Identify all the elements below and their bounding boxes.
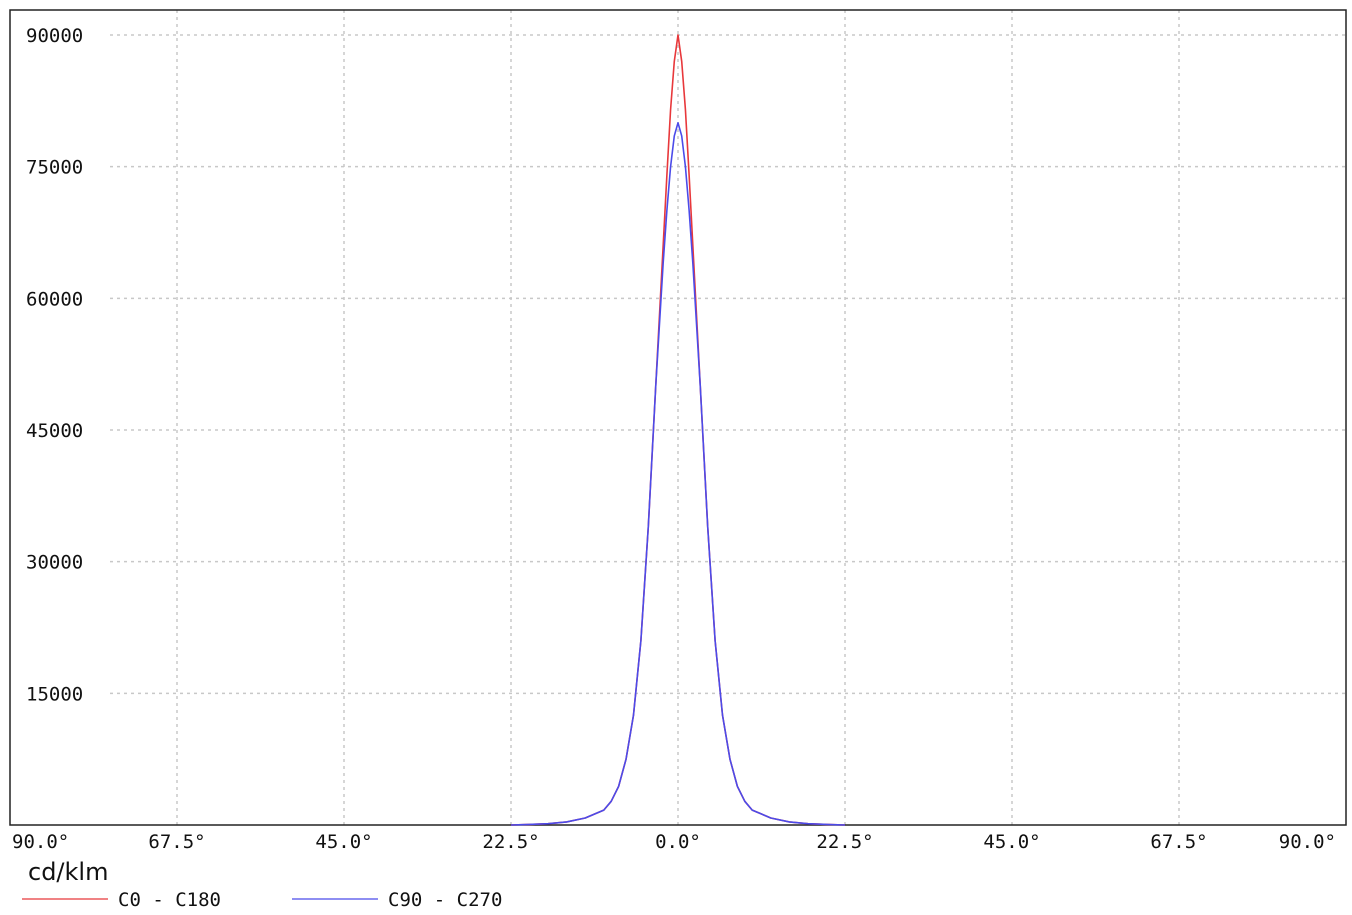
y-tick-label: 45000 [26, 420, 83, 442]
y-tick-label: 15000 [26, 683, 83, 705]
x-tick-label: 22.5° [816, 831, 873, 853]
x-tick-label: 67.5° [1150, 831, 1207, 853]
plot-frame [9, 9, 1347, 826]
x-tick-label: 0.0° [655, 831, 701, 853]
x-tick-label: 67.5° [148, 831, 205, 853]
x-tick-label: 22.5° [482, 831, 539, 853]
y-tick-label: 75000 [26, 157, 83, 179]
y-tick-label: 60000 [26, 288, 83, 310]
x-tick-label: 90.0° [12, 831, 69, 853]
grid-lines [110, 10, 1346, 825]
legend-label-c90-c270: C90 - C270 [388, 889, 502, 911]
unit-label: cd/klm [28, 858, 108, 886]
y-axis-tick-labels: 15000 30000 45000 60000 75000 90000 [26, 25, 83, 705]
legend: C0 - C180 C90 - C270 [22, 889, 502, 911]
legend-label-c0-c180: C0 - C180 [118, 889, 221, 911]
y-tick-label: 90000 [26, 25, 83, 47]
x-tick-label: 45.0° [315, 831, 372, 853]
series-line-c90-c270 [510, 121, 846, 826]
x-axis-tick-labels: 90.0° 67.5° 45.0° 22.5° 0.0° 22.5° 45.0° 67.5° 9… [12, 831, 1336, 853]
x-tick-label: 45.0° [983, 831, 1040, 853]
y-tick-label: 30000 [26, 552, 83, 574]
x-tick-label: 90.0° [1279, 831, 1336, 853]
series-layer [510, 34, 846, 826]
